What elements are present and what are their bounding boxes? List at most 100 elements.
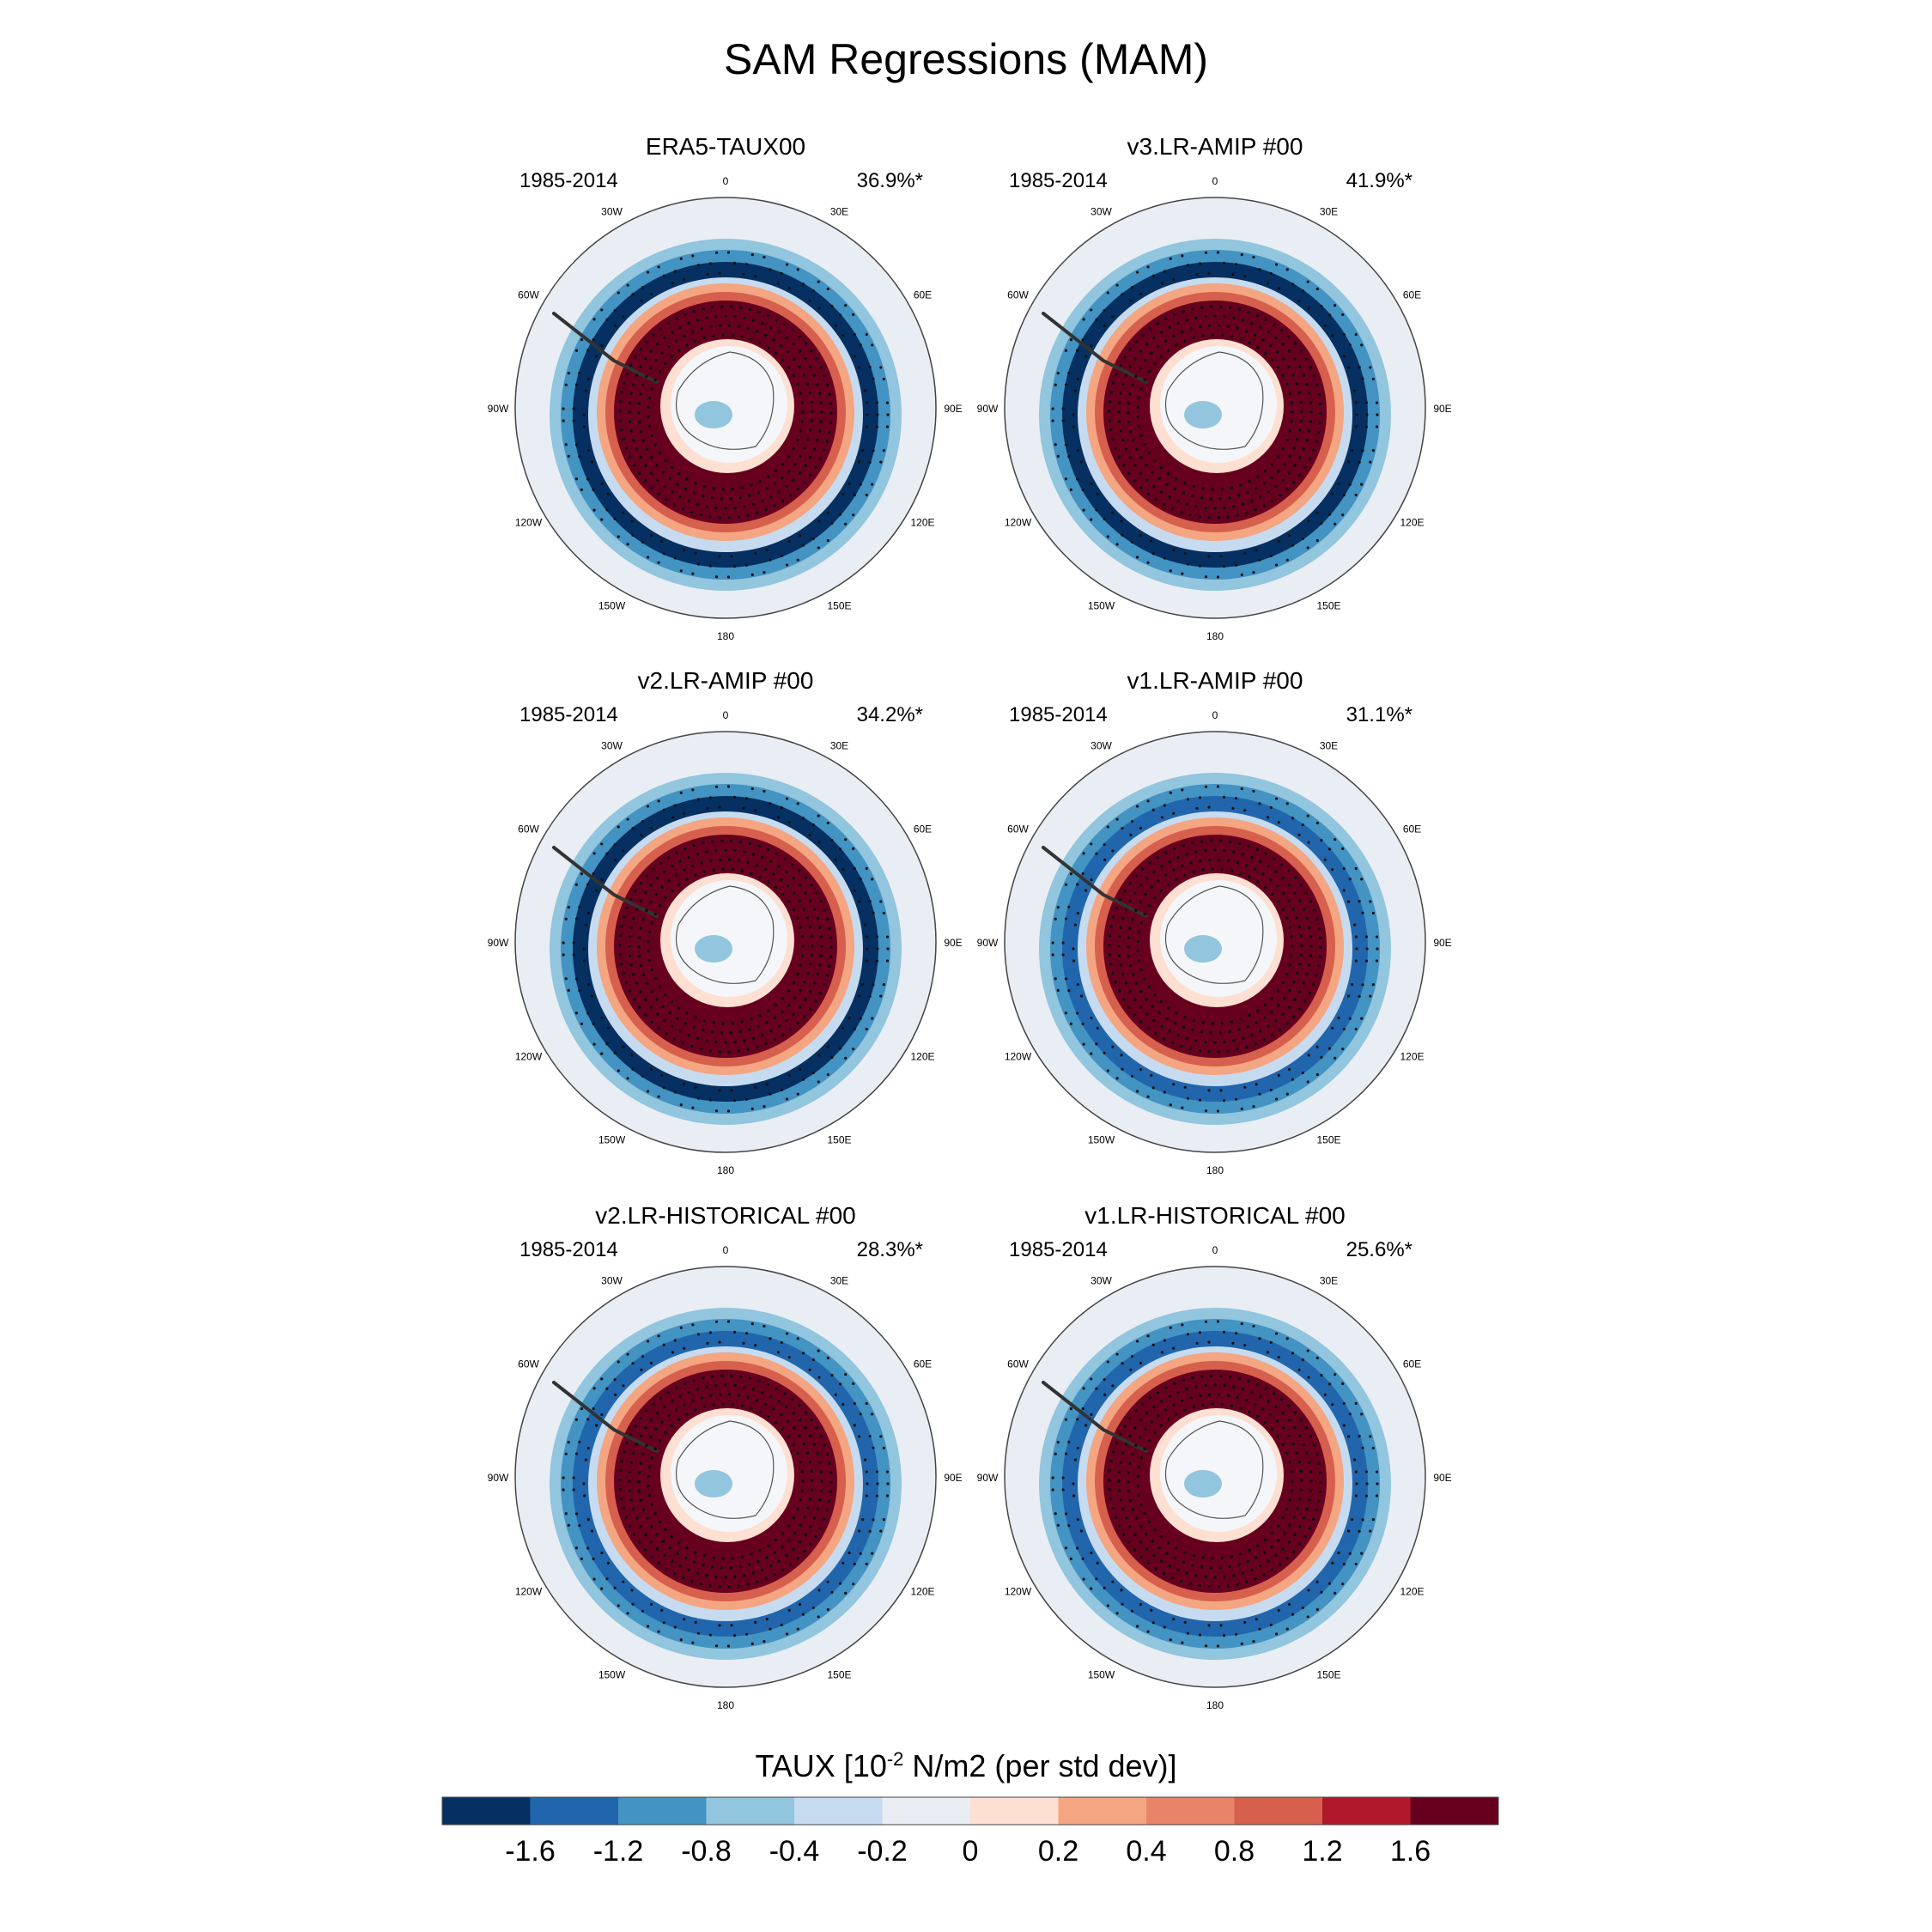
stipple-dot — [1169, 569, 1172, 573]
stipple-dot — [744, 563, 749, 567]
panel-explained-variance: 34.2%* — [857, 703, 923, 726]
stipple-dot — [773, 1038, 776, 1042]
stipple-dot — [714, 1644, 719, 1648]
stipple-dot — [1342, 355, 1346, 358]
stipple-dot — [1119, 1498, 1122, 1502]
stipple-dot — [1354, 959, 1358, 963]
stipple-dot — [1346, 900, 1351, 903]
stipple-dot — [1316, 430, 1321, 434]
stipple-dot — [1119, 392, 1122, 395]
stipple-dot — [1209, 1374, 1213, 1377]
stipple-dot — [1240, 573, 1243, 576]
stipple-dot — [1154, 498, 1157, 501]
stipple-dot — [654, 892, 658, 896]
stipple-dot — [1160, 1351, 1164, 1354]
stipple-dot — [1258, 1029, 1262, 1033]
stipple-dot — [600, 1377, 604, 1381]
stipple-dot — [645, 1443, 648, 1448]
stipple-dot — [620, 924, 624, 928]
stipple-dot — [631, 1602, 635, 1606]
stipple-dot — [857, 1435, 861, 1438]
stipple-dot — [1204, 1040, 1207, 1044]
panel-period: 1985-2014 — [519, 703, 618, 726]
stipple-dot — [798, 349, 802, 353]
stipple-dot — [765, 1556, 769, 1559]
stipple-dot — [1274, 1018, 1278, 1023]
stipple-dot — [1073, 923, 1077, 927]
stipple-dot — [814, 999, 817, 1003]
stipple-dot — [817, 280, 820, 283]
stipple-dot — [586, 477, 590, 481]
stipple-dot — [1128, 1524, 1133, 1528]
stipple-dot — [1255, 1415, 1260, 1419]
stipple-dot — [700, 1396, 703, 1400]
stipple-dot — [1136, 939, 1139, 944]
stipple-dot — [1241, 1571, 1245, 1575]
stipple-dot — [1274, 1405, 1278, 1409]
stipple-dot — [567, 906, 570, 909]
stipple-dot — [1281, 447, 1285, 451]
stipple-dot — [696, 1333, 701, 1336]
stipple-dot — [1123, 355, 1127, 359]
stipple-dot — [838, 1047, 842, 1050]
longitude-label: 90E — [1433, 1472, 1451, 1484]
stipple-dot — [641, 540, 645, 544]
stipple-dot — [838, 848, 842, 851]
stipple-dot — [622, 1045, 625, 1048]
stipple-dot — [1360, 343, 1364, 347]
stipple-dot — [1056, 372, 1060, 375]
stipple-dot — [798, 471, 802, 475]
stipple-dot — [1129, 299, 1133, 302]
stipple-dot — [1119, 926, 1122, 929]
stipple-dot — [683, 868, 686, 872]
colorbar-tick-label: 0 — [963, 1835, 979, 1868]
stipple-dot — [696, 1097, 701, 1100]
stipple-dot — [670, 999, 674, 1004]
stipple-dot — [781, 499, 785, 503]
stipple-dot — [679, 1103, 683, 1107]
stipple-dot — [1204, 314, 1207, 319]
stipple-dot — [1376, 413, 1379, 416]
stipple-dot — [639, 881, 643, 885]
stipple-dot — [1139, 920, 1144, 925]
stipple-dot — [687, 1568, 690, 1572]
stipple-dot — [1355, 1482, 1358, 1485]
stipple-dot — [1076, 1546, 1079, 1550]
stipple-dot — [691, 330, 695, 334]
stipple-dot — [679, 569, 683, 573]
stipple-dot — [1135, 1090, 1139, 1093]
stipple-dot — [1218, 1031, 1223, 1035]
stipple-dot — [645, 1409, 649, 1413]
stipple-dot — [1247, 844, 1251, 848]
longitude-label: 150W — [598, 599, 626, 611]
stipple-dot — [777, 331, 781, 334]
stipple-dot — [1297, 989, 1302, 993]
stipple-dot — [744, 797, 749, 800]
stipple-dot — [572, 1488, 575, 1492]
stipple-dot — [1150, 1608, 1153, 1612]
stipple-dot — [764, 1577, 768, 1581]
stipple-dot — [769, 268, 772, 271]
stipple-dot — [751, 1571, 756, 1575]
stipple-dot — [1176, 1390, 1180, 1394]
stipple-dot — [1287, 1404, 1291, 1407]
stipple-dot — [663, 870, 666, 874]
stipple-dot — [572, 953, 575, 957]
stipple-dot — [1237, 494, 1241, 497]
stipple-dot — [1263, 1538, 1267, 1542]
stipple-dot — [649, 292, 653, 296]
stipple-dot — [1248, 1013, 1251, 1018]
stipple-dot — [678, 495, 683, 499]
stipple-dot — [1261, 1407, 1265, 1411]
stipple-dot — [812, 1443, 817, 1446]
stipple-dot — [1342, 332, 1346, 337]
stipple-dot — [635, 1443, 639, 1446]
stipple-dot — [865, 1027, 868, 1031]
stipple-dot — [809, 1498, 812, 1501]
stipple-dot — [724, 314, 727, 318]
stipple-dot — [1230, 869, 1234, 872]
stipple-dot — [1270, 1545, 1273, 1549]
stipple-dot — [626, 1077, 629, 1080]
stipple-dot — [1175, 1413, 1178, 1416]
stipple-dot — [640, 833, 643, 836]
